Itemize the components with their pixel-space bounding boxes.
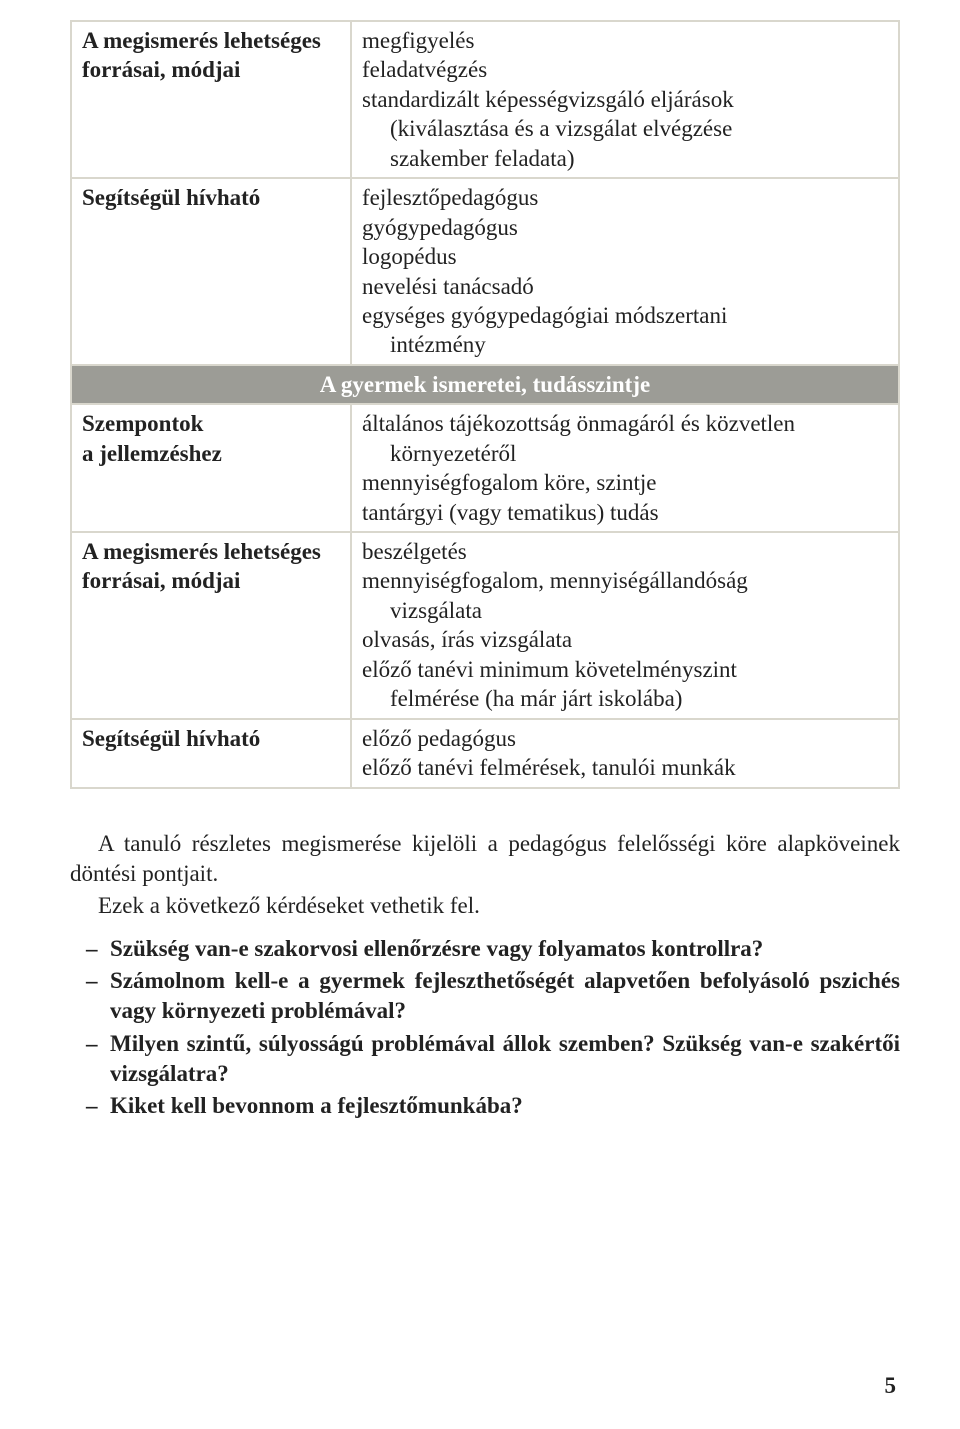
content-line-indent: (kiválasztása és a vizsgálat elvégzése (362, 114, 888, 143)
content-line: előző pedagógus (362, 724, 888, 753)
content-line-indent: intézmény (362, 330, 888, 359)
row-label: Segítségül hívható (71, 719, 351, 788)
paragraph-2: Ezek a következő kérdéseket vethetik fel… (70, 891, 900, 921)
row-label: Szempontoka jellemzéshez (71, 404, 351, 532)
content-line: egységes gyógypedagógiai módszertani (362, 301, 888, 330)
table-row: Segítségül hívhatóelőző pedagóguselőző t… (71, 719, 899, 788)
content-line-indent: felmérése (ha már járt iskolába) (362, 684, 888, 713)
bullet-item: Kiket kell bevonnom a fejlesztőmunkába? (110, 1091, 900, 1121)
bullet-item: Szükség van-e szakorvosi ellenőrzésre va… (110, 934, 900, 964)
row-content: megfigyelésfeladatvégzésstandardizált ké… (351, 21, 899, 178)
content-line: általános tájékozottság önmagáról és köz… (362, 409, 888, 438)
body-text: A tanuló részletes megismerése kijelöli … (70, 829, 900, 1122)
content-line-indent: szakember feladata) (362, 144, 888, 173)
content-line-indent: környezetéről (362, 439, 888, 468)
section-header: A gyermek ismeretei, tudásszintje (71, 365, 899, 404)
content-line: előző tanévi minimum követelményszint (362, 655, 888, 684)
content-line-indent: vizsgálata (362, 596, 888, 625)
bullet-list: Szükség van-e szakorvosi ellenőrzésre va… (70, 934, 900, 1122)
content-line: gyógypedagógus (362, 213, 888, 242)
content-line: olvasás, írás vizsgálata (362, 625, 888, 654)
page-number: 5 (885, 1373, 897, 1399)
table-row: Segítségül hívhatófejlesztőpedagógusgyóg… (71, 178, 899, 365)
content-line: logopédus (362, 242, 888, 271)
table-row: Szempontoka jellemzéshez általános tájéko… (71, 404, 899, 532)
content-table: A megismerés lehetséges forrásai, módjai… (70, 20, 900, 789)
paragraph-1: A tanuló részletes megismerése kijelöli … (70, 829, 900, 890)
row-content: előző pedagóguselőző tanévi felmérések, … (351, 719, 899, 788)
content-line: mennyiségfogalom köre, szintje (362, 468, 888, 497)
content-line: mennyiségfogalom, mennyiségállandóság (362, 566, 888, 595)
row-label: Segítségül hívható (71, 178, 351, 365)
content-line: nevelési tanácsadó (362, 272, 888, 301)
content-line: standardizált képességvizsgáló eljárások (362, 85, 888, 114)
table-row: A megismerés lehetséges forrásai, módjai… (71, 532, 899, 719)
table-body: A megismerés lehetséges forrásai, módjai… (71, 21, 899, 788)
content-line: feladatvégzés (362, 55, 888, 84)
content-line: beszélgetés (362, 537, 888, 566)
content-line: fejlesztőpedagógus (362, 183, 888, 212)
content-line: tantárgyi (vagy tematikus) tudás (362, 498, 888, 527)
row-content: általános tájékozottság önmagáról és köz… (351, 404, 899, 532)
bullet-item: Milyen szintű, súlyosságú problémával ál… (110, 1029, 900, 1090)
bullet-item: Számolnom kell-e a gyermek fejleszthetős… (110, 966, 900, 1027)
table-row: A gyermek ismeretei, tudásszintje (71, 365, 899, 404)
content-line: előző tanévi felmérések, tanulói munkák (362, 753, 888, 782)
row-content: beszélgetésmennyiségfogalom, mennyiségál… (351, 532, 899, 719)
table-row: A megismerés lehetséges forrásai, módjai… (71, 21, 899, 178)
content-line: megfigyelés (362, 26, 888, 55)
row-label: A megismerés lehetséges forrásai, módjai (71, 532, 351, 719)
page: A megismerés lehetséges forrásai, módjai… (0, 0, 960, 1164)
row-content: fejlesztőpedagógusgyógypedagóguslogopédu… (351, 178, 899, 365)
row-label: A megismerés lehetséges forrásai, módjai (71, 21, 351, 178)
